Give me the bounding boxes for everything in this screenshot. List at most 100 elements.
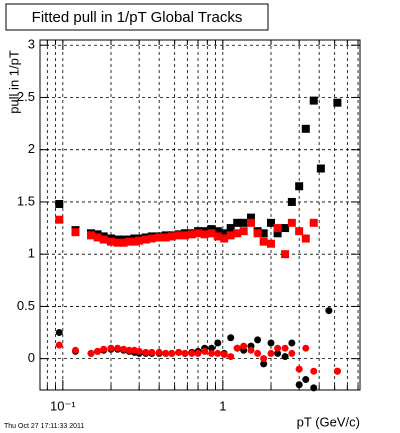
plot-frame (39, 39, 361, 391)
point (142, 348, 150, 356)
point (99, 235, 108, 244)
point (287, 218, 296, 227)
point (267, 339, 275, 347)
y-axis-label: pull in 1/pT (6, 50, 21, 114)
point (94, 347, 102, 355)
point (87, 349, 95, 357)
point (130, 237, 139, 246)
title-box (5, 3, 269, 31)
point (266, 218, 275, 227)
point (87, 231, 96, 240)
point (207, 225, 216, 234)
point (295, 381, 303, 389)
point (247, 346, 255, 354)
point (333, 98, 342, 107)
point (214, 339, 222, 347)
point (161, 233, 170, 242)
point (233, 344, 241, 352)
point (233, 229, 242, 238)
point (325, 307, 333, 315)
point (125, 346, 133, 354)
point (187, 230, 196, 239)
point (316, 164, 325, 173)
point (302, 376, 310, 384)
point (155, 348, 163, 356)
point (274, 349, 282, 357)
y-tick-label: 2.5 (17, 89, 35, 104)
point (147, 234, 156, 243)
point (226, 224, 235, 233)
x-axis-label: pT (GeV/c) (297, 414, 360, 429)
point (295, 182, 304, 191)
point (281, 353, 289, 361)
point (301, 234, 310, 243)
point (260, 360, 268, 368)
point (119, 238, 128, 247)
point (55, 341, 63, 349)
point (302, 344, 310, 352)
point (220, 229, 229, 238)
point (208, 349, 216, 357)
point (214, 349, 222, 357)
point (260, 355, 268, 363)
point (213, 227, 222, 236)
point (254, 336, 262, 344)
point (167, 232, 176, 241)
point (148, 348, 156, 356)
point (226, 231, 235, 240)
point (55, 329, 63, 337)
point (135, 347, 143, 355)
point (55, 200, 64, 209)
point (208, 344, 216, 352)
point (309, 218, 318, 227)
point (247, 218, 256, 227)
point (141, 235, 150, 244)
point (288, 349, 296, 357)
point (310, 384, 318, 392)
point (281, 250, 290, 259)
point (207, 229, 216, 238)
point (309, 96, 318, 105)
point (120, 345, 128, 353)
point (106, 237, 115, 246)
x-tick-label: 10⁻¹ (50, 398, 76, 413)
point (273, 224, 282, 233)
point (254, 349, 262, 357)
point (239, 227, 248, 236)
point (155, 233, 164, 242)
point (188, 349, 196, 357)
point (194, 229, 203, 238)
point (333, 367, 341, 375)
point (168, 349, 176, 357)
y-tick-label: 3 (28, 37, 35, 52)
point (220, 350, 228, 358)
point (273, 229, 282, 238)
y-tick-label: 1 (28, 246, 35, 261)
point (295, 227, 304, 236)
point (93, 233, 102, 242)
point (194, 349, 202, 357)
point (267, 349, 275, 357)
point (220, 234, 229, 243)
point (107, 344, 115, 352)
chart-title: Fitted pull in 1/pT Global Tracks (32, 9, 243, 26)
point (247, 213, 256, 222)
y-tick-label: 1.5 (17, 193, 35, 208)
point (295, 365, 303, 373)
point (174, 231, 183, 240)
point (55, 215, 64, 224)
point (281, 224, 290, 233)
footer: Thu Oct 27 17:11:33 2011 (4, 423, 84, 430)
point (227, 334, 235, 342)
point (266, 239, 275, 248)
point (135, 236, 144, 245)
point (287, 197, 296, 206)
point (175, 348, 183, 356)
point (181, 349, 189, 357)
y-tick-label: 0.5 (17, 298, 35, 313)
point (201, 347, 209, 355)
point (71, 228, 80, 237)
point (301, 124, 310, 133)
point (253, 229, 262, 238)
